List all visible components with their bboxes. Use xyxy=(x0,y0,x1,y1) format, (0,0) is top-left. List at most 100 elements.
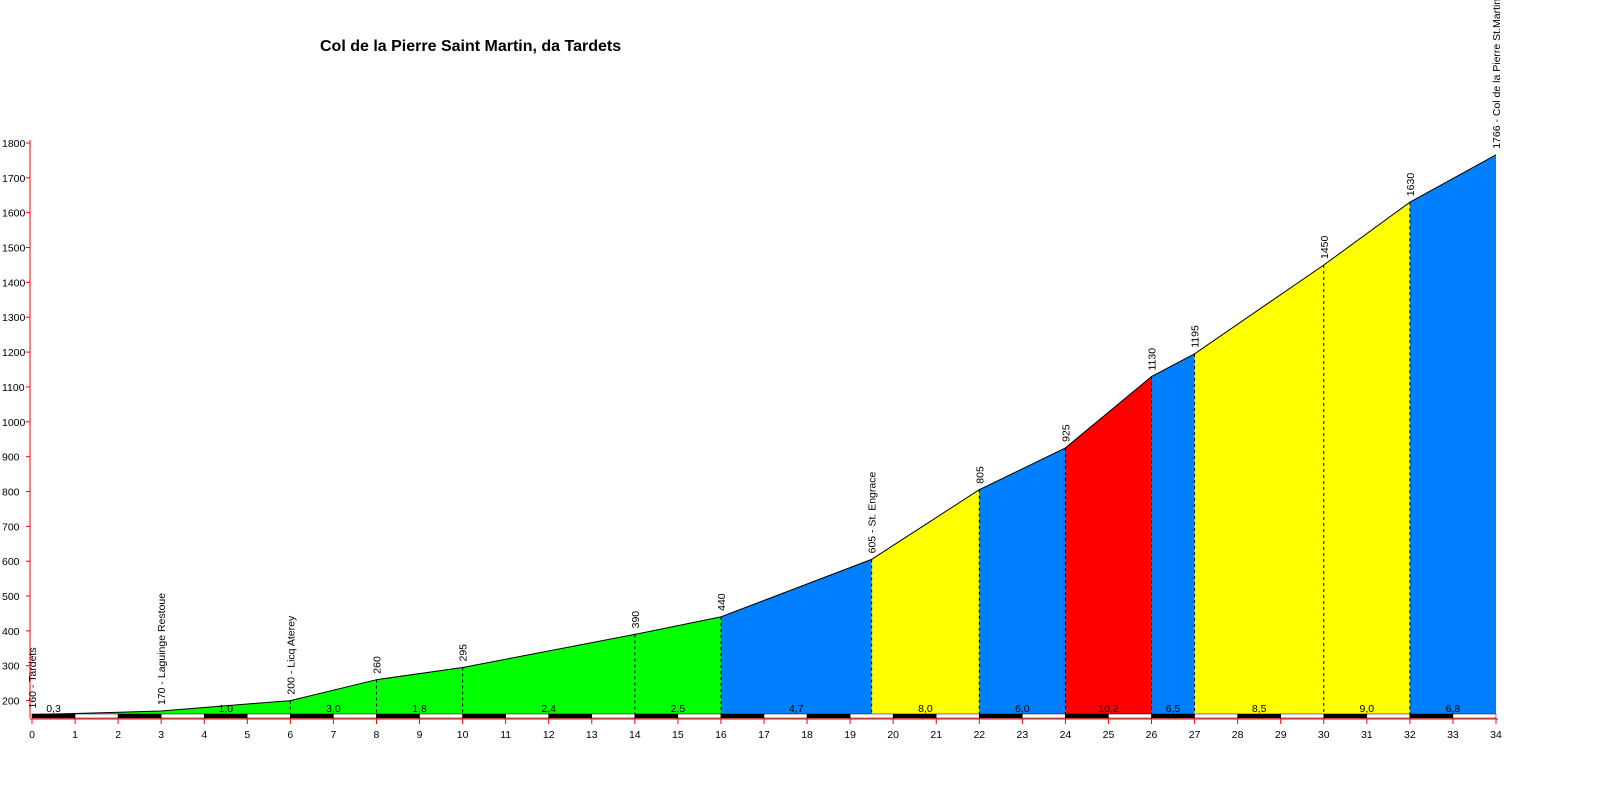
y-tick-label-700: 700 xyxy=(2,521,20,533)
x-tick-label-12: 12 xyxy=(543,729,555,741)
y-tick-label-500: 500 xyxy=(2,591,20,603)
point-label-6: 440 xyxy=(716,593,728,611)
x-tick-label-3: 3 xyxy=(158,729,164,741)
point-labels: 160 - Tardets 170 - Laguinge Restoue 200 -… xyxy=(27,0,1503,709)
segment-fill-6 xyxy=(634,616,721,718)
point-label-0: 160 - Tardets xyxy=(27,647,39,708)
point-label-8: 805 xyxy=(974,466,986,484)
x-tick-label-0: 0 xyxy=(29,729,35,741)
y-tick-label-600: 600 xyxy=(2,556,20,568)
y-tick-label-300: 300 xyxy=(2,661,20,673)
segment-fill-10 xyxy=(1065,376,1152,718)
point-label-12: 1450 xyxy=(1319,235,1331,259)
y-tick-label-200: 200 xyxy=(2,696,20,708)
km-bar-21 xyxy=(935,713,980,719)
x-tick-label-4: 4 xyxy=(201,729,207,741)
segment-fill-14 xyxy=(1409,154,1496,719)
gradient-label-9: 6,0 xyxy=(1015,703,1030,715)
y-tick-label-1100: 1100 xyxy=(2,382,25,394)
segment-fill-4 xyxy=(376,667,463,718)
gradient-label-10: 10,2 xyxy=(1098,703,1119,715)
y-tick-label-1700: 1700 xyxy=(2,173,26,185)
x-tick-label-20: 20 xyxy=(887,729,899,741)
point-label-13: 1630 xyxy=(1405,173,1417,197)
point-label-14: 1766 - Col de la Pierre St.Martin xyxy=(1491,0,1503,149)
y-tick-label-400: 400 xyxy=(2,626,20,638)
x-tick-label-2: 2 xyxy=(115,729,121,741)
x-tick-label-6: 6 xyxy=(287,729,293,741)
y-tick-label-900: 900 xyxy=(2,452,20,464)
point-label-11: 1195 xyxy=(1190,325,1202,348)
point-label-5: 390 xyxy=(630,611,642,629)
segment-dividers xyxy=(289,202,1411,718)
km-bar-18 xyxy=(806,713,851,719)
x-tick-label-26: 26 xyxy=(1146,729,1158,741)
x-tick-label-30: 30 xyxy=(1318,729,1330,741)
gradient-label-13: 9,0 xyxy=(1360,703,1375,715)
gradient-label-5: 2,4 xyxy=(541,703,556,715)
gradient-label-11: 6,5 xyxy=(1166,703,1181,715)
segment-fill-7 xyxy=(720,559,872,718)
x-tick-label-34: 34 xyxy=(1490,729,1502,741)
x-tick-label-22: 22 xyxy=(973,729,985,741)
x-tick-label-1: 1 xyxy=(72,729,78,741)
x-tick-label-11: 11 xyxy=(500,729,511,741)
x-tick-label-10: 10 xyxy=(457,729,469,741)
y-tick-label-1000: 1000 xyxy=(2,417,26,429)
point-label-2: 200 - Licq Aterey xyxy=(285,615,297,695)
x-tick-label-28: 28 xyxy=(1232,729,1244,741)
segment-fill-3 xyxy=(290,679,377,718)
x-tick-label-18: 18 xyxy=(801,729,813,741)
y-tick-label-1500: 1500 xyxy=(2,243,26,255)
x-tick-label-9: 9 xyxy=(417,729,423,741)
km-bar-1 xyxy=(74,713,119,719)
km-bar-5 xyxy=(247,713,291,719)
profile-line xyxy=(31,154,1497,715)
gradient-label-8: 8,0 xyxy=(918,703,933,715)
y-axis-ticks: 200 300 400 500 600 700 800 900 1000 1100 1200 1300… xyxy=(2,138,30,708)
gradient-label-0: 0,3 xyxy=(46,703,61,715)
km-bar-13 xyxy=(591,713,636,719)
point-label-9: 925 xyxy=(1060,424,1072,442)
gradient-label-7: 4,7 xyxy=(789,703,804,715)
chart-title: Col de la Pierre Saint Martin, da Tardet… xyxy=(320,38,622,55)
x-tick-label-21: 21 xyxy=(930,729,942,741)
x-tick-label-5: 5 xyxy=(244,729,250,741)
y-tick-label-1800: 1800 xyxy=(2,138,26,150)
x-tick-label-15: 15 xyxy=(672,729,684,741)
km-bar-27 xyxy=(1194,713,1238,719)
x-tick-label-25: 25 xyxy=(1103,729,1115,741)
point-label-10: 1130 xyxy=(1147,348,1159,371)
gradient-label-3: 3,0 xyxy=(326,703,341,715)
y-tick-label-1200: 1200 xyxy=(2,347,26,359)
segment-fill-11 xyxy=(1151,353,1195,718)
km-scale-bar xyxy=(31,713,1497,719)
gradient-labels: 0,3 1,0 3,0 1,8 2,4 2,5 4,7 8,0 6,0 10,2 6,5 8,5 9,0… xyxy=(46,703,1460,715)
km-bar-16 xyxy=(720,713,765,719)
segment-fills xyxy=(32,154,1496,719)
segment-fill-9 xyxy=(979,447,1066,718)
x-tick-label-32: 32 xyxy=(1404,729,1416,741)
y-tick-label-1400: 1400 xyxy=(2,277,26,289)
gradient-label-4: 1,8 xyxy=(412,703,427,715)
x-tick-label-14: 14 xyxy=(629,729,641,741)
x-tick-label-27: 27 xyxy=(1189,729,1201,741)
x-tick-label-17: 17 xyxy=(758,729,770,741)
x-tick-label-23: 23 xyxy=(1017,729,1029,741)
gradient-label-12: 8,5 xyxy=(1252,703,1267,715)
km-bar-33 xyxy=(1452,713,1497,719)
x-tick-label-7: 7 xyxy=(330,729,336,741)
x-tick-label-13: 13 xyxy=(586,729,598,741)
segment-fill-8 xyxy=(871,489,980,718)
point-label-7: 605 - St. Engrace xyxy=(867,472,879,554)
x-tick-label-8: 8 xyxy=(374,729,380,741)
km-bar-10 xyxy=(462,713,506,719)
x-tick-label-33: 33 xyxy=(1447,729,1459,741)
x-tick-label-19: 19 xyxy=(844,729,856,741)
point-label-3: 260 xyxy=(372,656,384,674)
segment-fill-5 xyxy=(462,634,635,718)
x-tick-label-16: 16 xyxy=(715,729,727,741)
point-label-4: 295 xyxy=(458,644,470,662)
km-bar-29 xyxy=(1280,713,1325,719)
